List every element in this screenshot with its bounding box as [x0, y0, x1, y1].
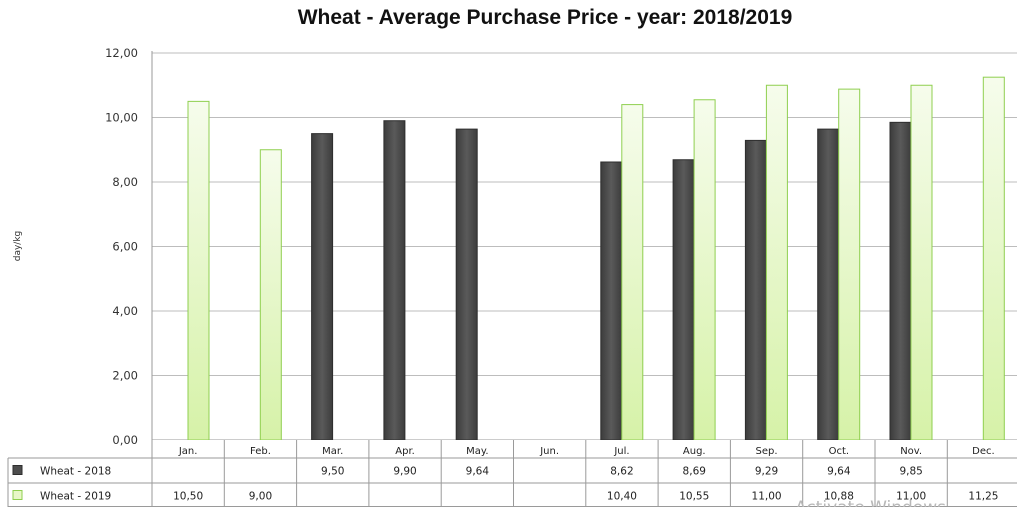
bar-2018-mar: [311, 133, 334, 441]
watermark-text: Activate Windows: [795, 498, 946, 507]
legend-label-2019: Wheat - 2019: [40, 491, 111, 503]
y-tick-label: 10,00: [105, 111, 138, 125]
category-label: May.: [466, 446, 488, 457]
bar-2019-feb: [259, 149, 282, 441]
data-label: 9,64: [466, 466, 490, 478]
category-label: Aug.: [683, 446, 706, 457]
bar-2018-nov: [889, 121, 912, 441]
data-label: 11,00: [752, 491, 782, 503]
data-label: 11,00: [896, 491, 926, 503]
y-tick-label: 12,00: [105, 46, 138, 60]
bar-2018-oct: [817, 128, 840, 441]
category-header-row: [152, 440, 1017, 458]
bar-2018-apr: [383, 120, 406, 441]
category-label: Jan.: [178, 446, 198, 457]
data-label: 11,25: [968, 491, 998, 503]
y-tick-label: 0,00: [112, 433, 138, 447]
bar-2019-aug: [693, 99, 716, 441]
y-axis-label: day/kg: [13, 231, 23, 262]
data-label: 9,00: [249, 491, 272, 503]
category-label: Nov.: [900, 446, 922, 457]
data-label: 10,50: [173, 491, 203, 503]
bar-2019-sep: [765, 84, 788, 441]
bar-2019-jan: [187, 100, 210, 441]
y-tick-label: 6,00: [112, 240, 138, 254]
y-tick-label: 2,00: [112, 369, 138, 383]
bar-2019-jul: [621, 104, 644, 441]
chart-title: Wheat - Average Purchase Price - year: 2…: [298, 6, 793, 29]
category-label: Apr.: [395, 446, 415, 457]
category-label: Oct.: [829, 446, 849, 457]
data-label: 9,64: [827, 466, 851, 478]
legend-label-2018: Wheat - 2018: [40, 466, 111, 478]
bar-2019-nov: [910, 84, 933, 441]
legend-swatch-2019: [12, 490, 23, 500]
legend-swatch-2018: [12, 465, 23, 475]
category-label: Feb.: [250, 446, 271, 457]
data-label: 8,69: [683, 466, 706, 478]
data-label: 9,29: [755, 466, 778, 478]
data-label: 10,88: [824, 491, 854, 503]
bar-2018-sep: [744, 139, 767, 441]
data-label: 10,55: [679, 491, 709, 503]
category-label: Jun.: [539, 446, 559, 457]
data-label: 10,40: [607, 491, 637, 503]
bar-2019-dec: [982, 76, 1005, 441]
bar-2018-may: [455, 128, 478, 441]
category-label: Mar.: [322, 446, 343, 457]
y-tick-label: 8,00: [112, 175, 138, 189]
bar-2019-oct: [838, 88, 861, 441]
data-label: 8,62: [610, 466, 633, 478]
category-label: Jul.: [613, 446, 629, 457]
category-label: Sep.: [756, 446, 778, 457]
data-label: 9,50: [321, 466, 344, 478]
bar-2018-aug: [672, 159, 695, 441]
data-label: 9,90: [393, 466, 416, 478]
bar-2018-jul: [600, 161, 623, 441]
category-label: Dec.: [972, 446, 995, 457]
data-label: 9,85: [899, 466, 922, 478]
y-tick-label: 4,00: [112, 304, 138, 318]
